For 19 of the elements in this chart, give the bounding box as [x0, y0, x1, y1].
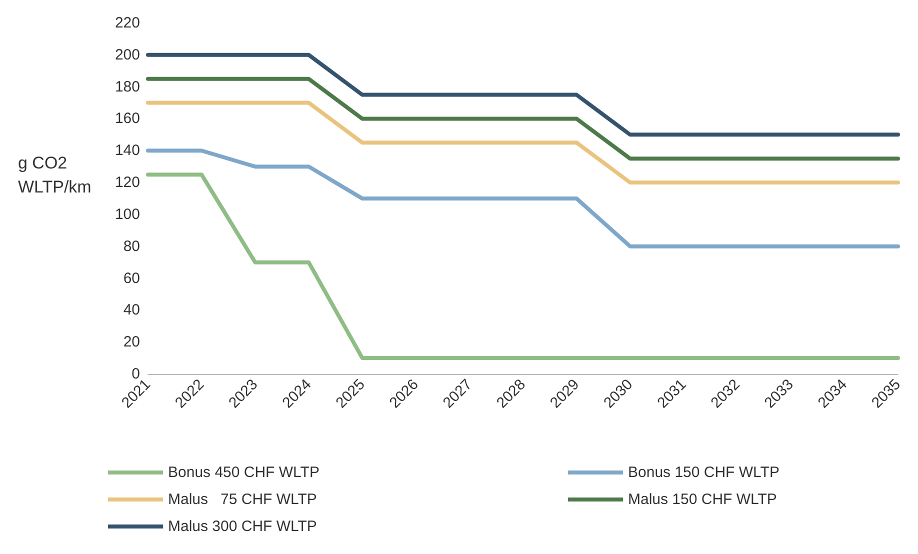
- y-tick-label: 20: [123, 334, 140, 351]
- y-tick-label: 220: [114, 14, 140, 32]
- y-axis-title: g CO2 WLTP/km: [18, 154, 92, 196]
- y-tick-label: 40: [123, 302, 140, 319]
- legend-label: Malus 150 CHF WLTP: [628, 491, 777, 508]
- y-tick-label: 160: [114, 110, 140, 128]
- legend-label: Malus 75 CHF WLTP: [168, 491, 317, 508]
- y-tick-label: 80: [123, 238, 140, 255]
- y-tick-label: 200: [114, 46, 140, 64]
- y-tick-label: 60: [123, 270, 140, 287]
- y-tick-label: 0: [132, 366, 140, 382]
- legend-label: Bonus 150 CHF WLTP: [628, 464, 780, 481]
- y-tick-label: 180: [114, 78, 140, 96]
- y-tick-label: 100: [114, 206, 140, 223]
- y-tick-label: 120: [114, 174, 140, 192]
- legend-label: Bonus 450 CHF WLTP: [168, 464, 320, 481]
- line-series: [146, 148, 900, 248]
- y-tick-label: 140: [114, 142, 140, 160]
- legend-label: Malus 300 CHF WLTP: [168, 518, 317, 535]
